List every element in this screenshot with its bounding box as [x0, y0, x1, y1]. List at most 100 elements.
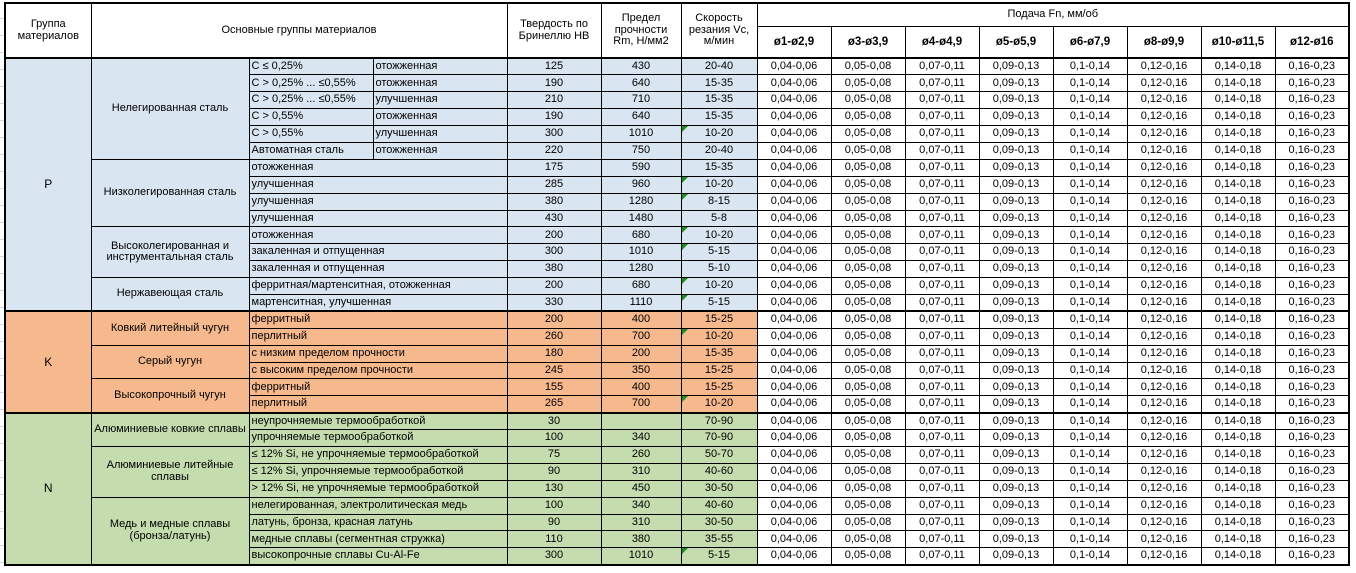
feed-value-cell: 0,14-0,18 [1200, 445, 1276, 464]
feed-value-cell: 0,07-0,11 [904, 108, 980, 127]
cutting-speed-cell: 30-50 [680, 513, 758, 532]
feed-value-cell: 0,05-0,08 [830, 411, 906, 431]
feed-value-cell: 0,07-0,11 [904, 260, 980, 279]
table-row: N Алюминиевые ковкие сплавы неупрочняемые … [4, 411, 1350, 566]
feed-value-cell: 0,1-0,14 [1052, 175, 1128, 194]
feed-value-cell: 0,04-0,06 [756, 243, 832, 262]
feed-value-cell: 0,09-0,13 [978, 91, 1054, 110]
feed-value-cell: 0,1-0,14 [1052, 496, 1128, 515]
hardness-hb-cell: 200 [506, 277, 602, 295]
feed-value-cell: 0,14-0,18 [1200, 209, 1276, 228]
feed-value-cell: 0,12-0,16 [1126, 530, 1202, 549]
feed-value-cell: 0,16-0,23 [1274, 192, 1350, 211]
feed-value-cell: 0,14-0,18 [1200, 513, 1276, 532]
feed-value-cell: 0,09-0,13 [978, 158, 1054, 177]
material-subgroup-cell: Нержавеющая сталь [90, 277, 250, 312]
feed-value-cell: 0,07-0,11 [904, 158, 980, 177]
feed-value-cell: 0,14-0,18 [1200, 91, 1276, 110]
feed-value-cell: 0,14-0,18 [1200, 530, 1276, 549]
feed-value-cell: 0,04-0,06 [756, 462, 832, 481]
table-row: Серый чугун с низким пределом прочности 18… [5, 344, 1350, 380]
feed-value-cell: 0,09-0,13 [978, 108, 1054, 127]
header-feed-diameter-range: ø1-ø2,9 [756, 25, 832, 59]
feed-value-cell: 0,09-0,13 [978, 462, 1054, 481]
material-detail-cell: улучшенная [248, 192, 508, 211]
feed-value-cell: 0,09-0,13 [978, 530, 1054, 549]
feed-value-cell: 0,04-0,06 [756, 74, 832, 93]
strength-rm-cell: 1110 [600, 293, 682, 312]
feed-value-cell: 0,04-0,06 [756, 293, 832, 312]
cutting-speed-cell: 50-70 [680, 445, 758, 464]
cutting-speed-cell: 40-60 [680, 496, 758, 515]
feed-value-cell: 0,14-0,18 [1200, 496, 1276, 515]
feed-value-cell: 0,1-0,14 [1052, 141, 1128, 160]
feed-value-cell: 0,04-0,06 [756, 513, 832, 532]
hardness-hb-cell: 245 [506, 361, 602, 380]
strength-rm-cell: 710 [600, 91, 682, 110]
feed-value-cell: 0,09-0,13 [978, 175, 1054, 194]
feed-value-cell: 0,16-0,23 [1274, 411, 1350, 431]
material-detail-cell: с низким пределом прочности [248, 344, 508, 363]
table-row: перлитный 260 700 10-20 0,04-0,06 0,05-0,08 0,… [5, 327, 1350, 346]
feed-value-cell: 0,1-0,14 [1052, 361, 1128, 380]
feed-value-cell: 0,05-0,08 [830, 57, 906, 76]
comment-flag-icon [682, 278, 688, 285]
feed-value-cell: 0,16-0,23 [1274, 344, 1350, 363]
feed-value-cell: 0,12-0,16 [1126, 192, 1202, 211]
feed-value-cell: 0,12-0,16 [1126, 293, 1202, 312]
feed-value-cell: 0,07-0,11 [904, 344, 980, 363]
feed-value-cell: 0,05-0,08 [830, 327, 906, 346]
hardness-hb-cell: 220 [506, 141, 602, 160]
strength-rm-cell: 310 [600, 513, 682, 532]
feed-value-cell: 0,09-0,13 [978, 479, 1054, 498]
feed-value-cell: 0,09-0,13 [978, 411, 1054, 431]
table-row: закаленная и отпущенная 380 1280 5-10 0,04-0… [5, 260, 1350, 279]
feed-value-cell: 0,1-0,14 [1052, 260, 1128, 279]
table-row: Низколегированная сталь отожженная 175 590 1… [5, 158, 1350, 228]
feed-value-cell: 0,07-0,11 [904, 125, 980, 143]
material-detail-cell: улучшенная [248, 209, 508, 228]
feed-value-cell: 0,1-0,14 [1052, 530, 1128, 549]
material-detail-cell: перлитный [248, 327, 508, 346]
cutting-speed-cell: 15-35 [680, 108, 758, 127]
table-row: P Нелегированная сталь C ≤ 0,25% отожженная… [4, 56, 1350, 312]
cutting-speed-cell: 20-40 [680, 57, 758, 76]
table-row: высокопрочные сплавы Cu-Al-Fe 300 1010 5-15… [5, 547, 1350, 566]
cutting-speed-cell: 15-25 [680, 310, 758, 329]
hardness-hb-cell: 300 [506, 125, 602, 143]
feed-value-cell: 0,1-0,14 [1052, 226, 1128, 245]
feed-value-cell: 0,09-0,13 [978, 260, 1054, 279]
header-feed-diameter-range: ø5-ø5,9 [978, 25, 1054, 59]
feed-value-cell: 0,04-0,06 [756, 411, 832, 431]
header-brinell-hardness: Твердость по Бринеллю HB [506, 2, 602, 59]
header-material-group: Группа материалов [4, 2, 92, 59]
cutting-parameters-table: Группа материалов Основные группы матери… [4, 2, 1351, 566]
feed-value-cell: 0,09-0,13 [978, 125, 1054, 143]
strength-rm-cell: 1280 [600, 260, 682, 279]
feed-value-cell: 0,12-0,16 [1126, 108, 1202, 127]
feed-value-cell: 0,16-0,23 [1274, 378, 1350, 397]
strength-rm-cell: 700 [600, 327, 682, 346]
cutting-speed-cell: 15-35 [680, 91, 758, 110]
material-subgroup-cell: Нелегированная сталь [90, 56, 250, 160]
feed-value-cell: 0,16-0,23 [1274, 158, 1350, 177]
material-detail-cell: упрочняемые термообработкой [248, 429, 508, 447]
strength-rm-cell: 700 [600, 395, 682, 414]
feed-value-cell: 0,1-0,14 [1052, 57, 1128, 76]
header-tensile-strength: Предел прочности Rm, Н/мм2 [600, 2, 682, 59]
material-detail-cell: перлитный [248, 395, 508, 414]
feed-value-cell: 0,07-0,11 [904, 429, 980, 447]
strength-rm-cell: 1280 [600, 192, 682, 211]
feed-value-cell: 0,14-0,18 [1200, 141, 1276, 160]
cutting-speed-cell: 15-35 [680, 158, 758, 177]
feed-value-cell: 0,16-0,23 [1274, 310, 1350, 329]
group-code-cell: K [4, 310, 92, 414]
feed-value-cell: 0,12-0,16 [1126, 411, 1202, 431]
header-cutting-speed: Скорость резания Vc, м/мин [680, 2, 758, 59]
hardness-hb-cell: 175 [506, 158, 602, 177]
header-feed-diameter-range: ø10-ø11,5 [1200, 25, 1276, 59]
table-row: Нержавеющая сталь ферритная/мартенситная,… [5, 277, 1350, 312]
feed-value-cell: 0,09-0,13 [978, 243, 1054, 262]
table-row: K Ковкий литейный чугун ферритный 200 400 15-… [4, 310, 1350, 414]
feed-value-cell: 0,05-0,08 [830, 530, 906, 549]
